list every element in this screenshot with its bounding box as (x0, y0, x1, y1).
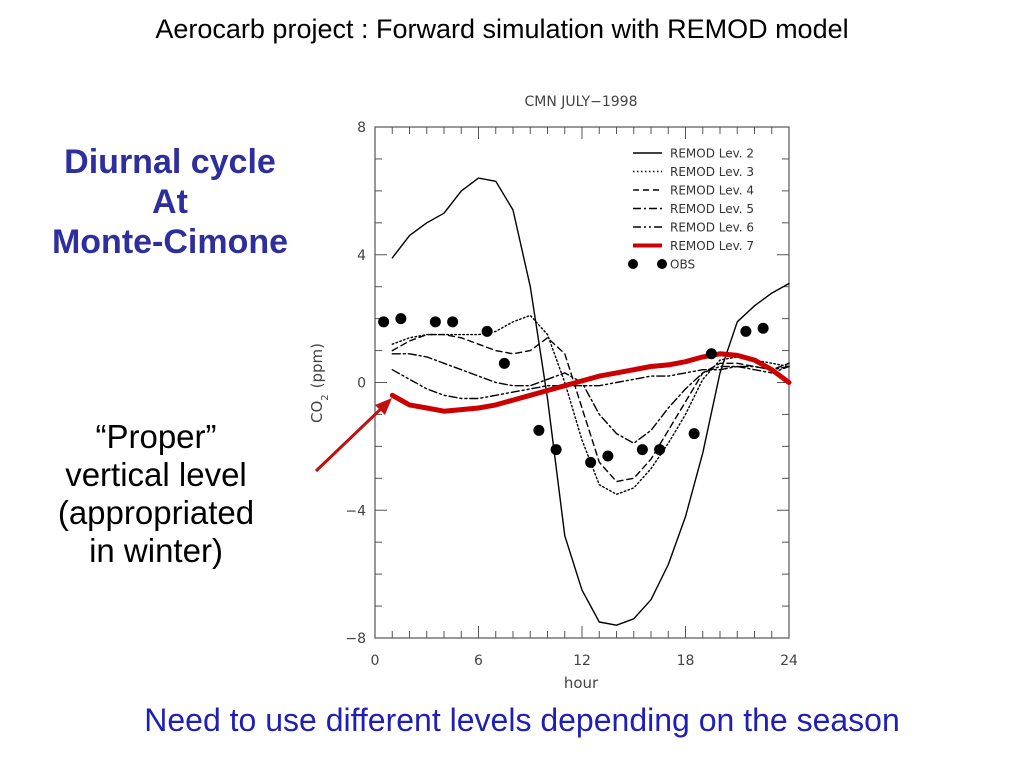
slide-title: Aerocarb project : Forward simulation wi… (155, 14, 849, 44)
callout-line-3: (appropriated (57, 494, 255, 531)
y-axis-label-subscript: 2 (320, 394, 331, 400)
callout-arrow (314, 401, 389, 473)
callout-line-1: “Proper” (95, 418, 217, 455)
obs-point (688, 428, 700, 440)
callout-arrowhead (375, 398, 392, 415)
y-axis-label-main: CO (308, 401, 326, 423)
legend-label: REMOD Lev. 2 (670, 147, 754, 161)
series-line-5 (391, 353, 790, 444)
obs-point (585, 456, 597, 468)
obs-point (550, 444, 562, 456)
legend-label: REMOD Lev. 6 (670, 221, 754, 235)
obs-point (533, 424, 545, 436)
callout-line-4: in winter) (89, 532, 223, 569)
y-axis-label-unit: (ppm) (308, 343, 326, 388)
obs-point (481, 325, 493, 337)
svg-text:CO2(ppm): CO2 (ppm) (308, 343, 331, 423)
y-tick-label: −4 (345, 503, 366, 519)
legend-marker-obs (657, 259, 667, 269)
x-tick-label: 24 (780, 653, 798, 669)
legend-label: REMOD Lev. 4 (670, 184, 754, 198)
legend-label: REMOD Lev. 5 (670, 202, 754, 216)
x-axis-label: hour (564, 674, 599, 692)
x-tick-label: 18 (677, 653, 695, 669)
proper-level-callout: “Proper” vertical level (appropriated in… (20, 418, 292, 570)
series-line-2 (391, 177, 790, 626)
x-tick-label: 12 (573, 653, 591, 669)
series-line-6 (391, 365, 790, 400)
heading-line-1: Diurnal cycle (64, 143, 276, 181)
obs-point (498, 357, 510, 369)
diurnal-cycle-heading: Diurnal cycle At Monte-Cimone (20, 142, 320, 262)
obs-point (636, 444, 648, 456)
chart-plot-layer: 0 6 12 18 24 −8 −4 0 4 8 REMOD Lev. 2 REMOD Lev. 3 R… (345, 120, 798, 669)
x-tick-label: 0 (371, 653, 380, 669)
obs-point (602, 450, 614, 462)
y-tick-label: 0 (357, 376, 366, 392)
legend-label: REMOD Lev. 7 (670, 239, 754, 253)
x-tick-label: 6 (474, 653, 483, 669)
obs-point (395, 313, 407, 325)
callout-line-2: vertical level (65, 456, 247, 493)
heading-line-3: Monte-Cimone (51, 223, 289, 261)
y-tick-label: 8 (357, 120, 366, 136)
obs-point (654, 444, 666, 456)
footer-conclusion: Need to use different levels depending o… (144, 702, 900, 738)
series-line-4 (391, 333, 790, 483)
legend-marker-obs (628, 259, 638, 269)
obs-point (757, 322, 769, 334)
y-tick-label: 4 (357, 248, 366, 264)
y-axis-label: CO2 (ppm) (308, 343, 331, 423)
legend-label: OBS (670, 258, 695, 272)
legend-label: REMOD Lev. 3 (670, 165, 754, 179)
y-tick-label: −8 (345, 631, 366, 647)
obs-point (740, 325, 752, 337)
obs-point (447, 316, 459, 328)
chart-title: CMN JULY−1998 (524, 94, 637, 110)
series-line-7 (389, 351, 792, 414)
heading-line-2: At (152, 183, 188, 221)
obs-point (378, 316, 390, 328)
obs-point (705, 348, 717, 360)
obs-point (429, 316, 441, 328)
